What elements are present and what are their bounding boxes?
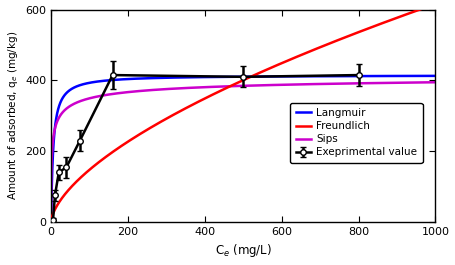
Langmuir (335, 74, 341, 78)
X-axis label: C$_e$ (mg/L): C$_e$ (mg/L) (215, 242, 272, 259)
Freundlich (48, 220, 54, 223)
Line: Sips: Sips (51, 82, 435, 212)
Sips (118, 91, 124, 95)
Langmuir (433, 74, 438, 77)
Freundlich (195, 100, 201, 104)
Sips (364, 82, 370, 85)
Freundlich (364, 27, 370, 30)
Sips (279, 83, 284, 86)
Line: Freundlich: Freundlich (51, 4, 435, 222)
Langmuir (195, 76, 201, 79)
Langmuir (48, 220, 54, 223)
Langmuir (364, 74, 370, 78)
Legend: Langmuir, Freundlich, Sips, Exeprimental value: Langmuir, Freundlich, Sips, Exeprimental… (290, 103, 423, 163)
Freundlich (118, 145, 124, 148)
Langmuir (279, 75, 284, 78)
Langmuir (298, 75, 304, 78)
Freundlich (335, 39, 341, 42)
Sips (48, 210, 54, 213)
Line: Langmuir: Langmuir (51, 76, 435, 222)
Freundlich (298, 54, 304, 57)
Sips (195, 86, 201, 89)
Freundlich (279, 62, 284, 65)
Sips (433, 81, 438, 84)
Sips (335, 82, 341, 85)
Y-axis label: Amount of adsorbed, q$_e$ (mg/kg): Amount of adsorbed, q$_e$ (mg/kg) (5, 31, 20, 200)
Sips (298, 83, 304, 86)
Freundlich (433, 2, 438, 6)
Langmuir (118, 78, 124, 81)
